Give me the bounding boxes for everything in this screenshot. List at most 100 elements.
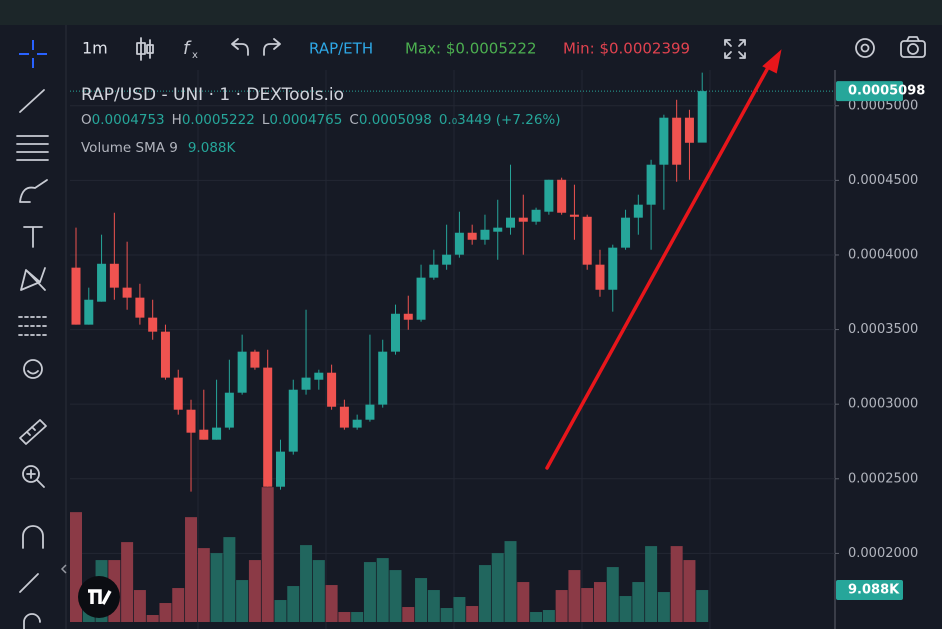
collapse-arrow[interactable] [60,564,67,574]
volume-bar [159,603,172,622]
lock-tool[interactable] [23,613,41,629]
settings-icon[interactable] [855,38,875,58]
indicator-icon[interactable]: f [183,38,192,59]
volume-bar [363,562,376,622]
volume-bar [402,607,415,622]
candle-icon[interactable] [136,37,154,61]
prediction-tool[interactable] [18,316,48,336]
volume-bar [146,615,159,622]
volume-bar [427,590,440,622]
candle-body [237,351,247,393]
volume-bar [210,553,223,622]
candle-body [263,367,273,487]
min-price: Min: $0.0002399 [563,40,690,58]
left-toolbar [16,40,67,629]
candle-body [531,209,541,222]
volume-bar [300,545,313,622]
trend-tool[interactable] [19,89,45,113]
last-price-tag [836,81,903,102]
interval[interactable]: 1m [82,39,108,58]
candle-body [672,117,682,165]
volume-bar [197,548,210,622]
candle-body [378,351,388,405]
candle-body [314,372,324,380]
top-strip [0,0,942,25]
zoom-tool[interactable] [22,465,45,488]
fib-tool[interactable] [16,135,49,161]
volume-bar [632,582,645,622]
chart-title: RAP/USD - UNI · 1 · DEXTools.io [81,85,344,105]
logo[interactable] [78,576,120,618]
volume-bar [236,580,249,622]
volume-bar [593,582,606,622]
candle-body [301,377,311,390]
volume-bar [389,570,402,622]
candle-body [339,406,349,428]
y-tick-label: 0.0004000 [848,247,918,262]
legend-prefix: C [349,112,358,128]
pattern-tool[interactable] [20,267,46,291]
volume-bar [453,597,466,622]
lock-draw-tool[interactable] [19,573,39,593]
volume-bar [657,592,670,622]
volume-bar [491,553,504,622]
fullscreen-icon[interactable] [724,39,746,59]
candle-body [659,117,669,165]
pair-link[interactable]: RAP/ETH [309,40,373,58]
volume-bar [478,565,491,622]
candle-body [697,91,707,143]
candle-body [557,179,567,213]
volume-bar [338,612,351,622]
volume-bar [619,596,632,622]
candle-body [160,331,170,378]
candle-body [480,229,490,240]
y-tick-label: 0.0003000 [848,397,918,412]
volume-bar [351,612,364,622]
candle-body [454,232,464,255]
legend-prefix: O [81,112,92,128]
y-tick-label: 0.0005000 [848,98,918,113]
candle-body [122,287,132,298]
volume-bar [274,600,287,622]
volume-bar [517,582,530,622]
candle-body [429,264,439,278]
legend-change: 0.₀3449 (+7.26%) [439,112,561,128]
volume-bar [223,537,236,622]
volume-bar [376,558,389,622]
candle-body [608,247,618,290]
y-tick-label: 0.0003500 [848,322,918,337]
candle-body [582,216,592,265]
legend-value: 0.0004765 [269,112,342,128]
magnet-tool[interactable] [22,525,44,549]
emoji-tool[interactable] [23,359,43,379]
volume-bar [415,578,428,622]
candle-body [199,429,209,440]
ruler-tool[interactable] [19,419,47,445]
legend-prefix: H [172,112,182,128]
candle-body [186,409,196,433]
undo-icon[interactable] [231,38,249,56]
time-grid [197,70,711,629]
crosshair-tool[interactable] [19,40,47,68]
redo-icon[interactable] [263,38,281,56]
candle-body [352,419,362,428]
brush-tool[interactable] [19,179,48,203]
candle-body [288,389,298,452]
candle-body [71,267,81,325]
candle-body [544,179,554,212]
volume-bar [670,546,683,622]
volume-bar [542,610,555,622]
text-tool[interactable] [23,226,43,248]
volume-bar [581,588,594,622]
candle-body [416,277,426,320]
volume-bar [555,590,568,622]
candle-body [173,377,183,410]
candle-body [391,313,400,352]
volume-value: 9.088K [188,140,237,156]
candle-body [467,232,477,240]
screenshot-icon[interactable] [900,36,926,58]
volume-bar [121,542,134,622]
volume-bar [568,570,581,622]
candle-body [275,451,285,487]
